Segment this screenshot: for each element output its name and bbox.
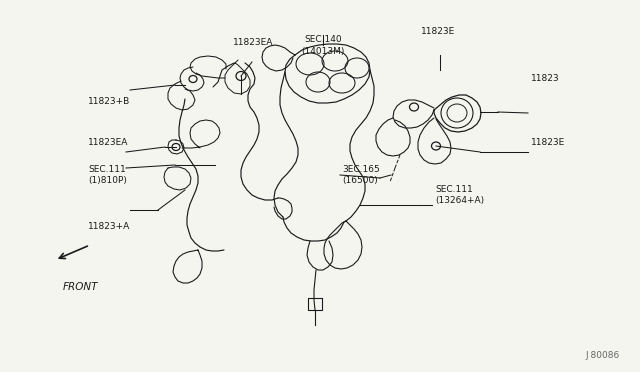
Text: 11823EA: 11823EA <box>88 138 129 147</box>
Text: 11823: 11823 <box>531 74 560 83</box>
Text: 11823E: 11823E <box>421 27 456 36</box>
Text: 3EC.165: 3EC.165 <box>342 165 380 174</box>
Text: (14013M): (14013M) <box>301 47 345 56</box>
Text: J 80086: J 80086 <box>586 351 620 360</box>
Text: (1)810P): (1)810P) <box>88 176 127 185</box>
Text: 11823+B: 11823+B <box>88 97 131 106</box>
Text: (16500): (16500) <box>342 176 378 185</box>
Text: SEC.111: SEC.111 <box>88 165 126 174</box>
Text: SEC.111: SEC.111 <box>435 185 473 194</box>
Text: FRONT: FRONT <box>63 282 98 292</box>
Text: 11823EA: 11823EA <box>232 38 273 47</box>
Text: SEC.140: SEC.140 <box>305 35 342 44</box>
Text: 11823+A: 11823+A <box>88 222 131 231</box>
Text: 11823E: 11823E <box>531 138 566 147</box>
Text: (13264+A): (13264+A) <box>435 196 484 205</box>
